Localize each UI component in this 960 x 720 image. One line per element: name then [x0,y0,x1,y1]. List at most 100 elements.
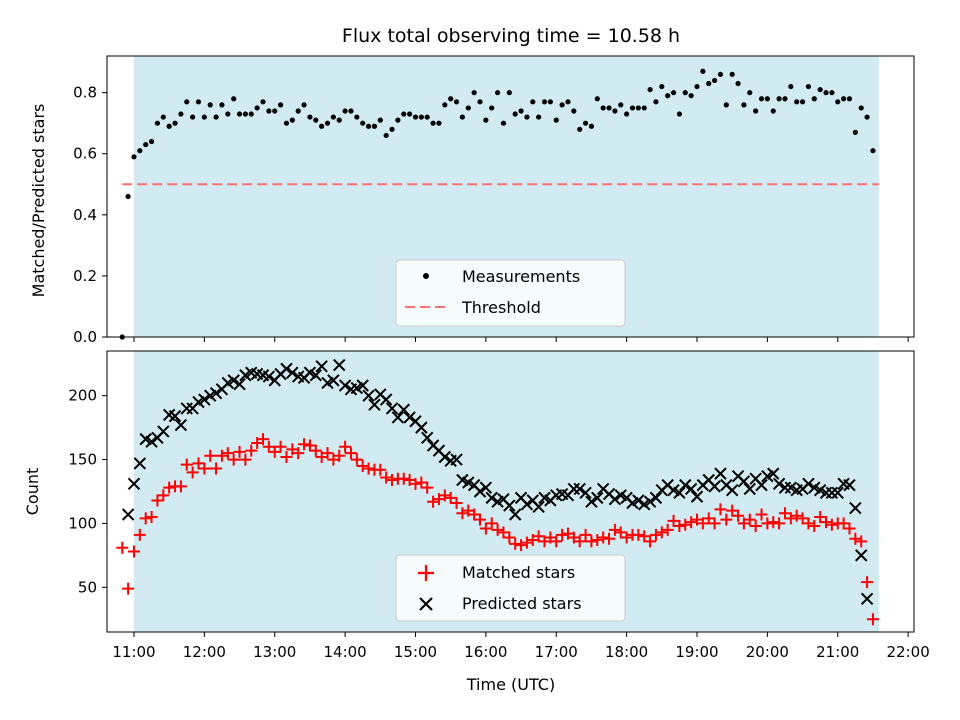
matched-star-point [755,508,768,521]
measurement-point [459,114,466,120]
measurement-point [735,80,741,87]
measurement-point [764,96,770,102]
measurement-point [841,96,847,102]
measurement-point [647,86,653,93]
measurement-points [119,68,876,340]
predicted-star-point [567,482,581,496]
predicted-star-point [327,374,340,387]
predicted-star-point [743,482,756,496]
predicted-star-point [438,450,452,464]
x-tick-label: 16:00 [464,643,507,661]
count-y-tick-label: 100 [68,514,97,532]
measurement-point [670,90,677,96]
measurement-point [711,77,718,84]
predicted-star-point [632,494,645,507]
matched-star-point [386,474,399,487]
predicted-star-point [585,495,598,508]
matched-star-point [491,523,504,536]
measurement-point [342,108,348,114]
measurement-point [307,114,313,120]
measurement-point [213,114,219,120]
measurement-point [547,99,553,105]
matched-star-point [339,440,352,453]
ratio-y-tick-label: 0.0 [73,328,97,346]
predicted-star-point [579,486,592,499]
measurement-point [295,108,301,114]
measurement-point [289,117,295,123]
matched-star-point [790,509,803,522]
measurement-point [782,96,788,102]
matched-star-point [215,449,228,462]
matched-star-point [708,517,721,530]
measurement-point [823,90,829,96]
chart-title: Flux total observing time = 10.58 h [342,25,680,47]
measurement-point [500,120,507,126]
predicted-star-point [849,501,862,515]
matched-star-point [749,519,762,532]
predicted-star-point [737,475,751,488]
measurements-legend-marker [423,273,429,279]
predicted-star-point [855,549,868,562]
measurement-point [653,99,659,105]
matched-star-point [198,462,211,475]
matched-star-points [116,433,879,626]
x-tick-label: 12:00 [183,643,226,661]
x-axis-label: Time (UTC) [466,675,555,694]
matched-star-point [444,491,457,504]
matched-star-point [438,489,451,502]
ratio-y-ticks: 0.0 0.2 0.4 0.6 0.8 [73,84,107,346]
predicted-star-point [356,379,369,392]
predicted-star-point [503,499,516,512]
measurement-point [588,123,595,129]
matched-star-point [450,496,463,509]
matched-star-point [350,453,363,466]
matched-star-point [649,528,662,541]
measurement-point [659,83,665,90]
measurement-point [401,111,407,117]
predicted-star-point [591,491,604,505]
matched-star-point [362,462,375,475]
matched-star-point [344,447,357,460]
matched-star-point [245,444,258,457]
matched-star-point [603,532,616,545]
predicted-star-point [391,411,405,424]
count-panel-frame [106,350,915,633]
measurement-point [612,108,618,114]
measurement-point [747,90,753,96]
predicted-star-point [725,484,739,497]
matched-star-point [825,518,838,531]
matched-star-point [761,517,774,530]
predicted-star-point [778,481,792,494]
matched-star-point [139,512,152,525]
matched-star-point [638,530,651,543]
count-legend: Matched stars Predicted stars [395,554,626,622]
predicted-star-point [649,491,663,505]
measurement-point [395,117,401,123]
predicted-star-point [825,486,839,499]
measurement-point [160,114,166,120]
matched-star-point [673,519,686,532]
count-y-axis-label: Count [23,468,42,516]
matched-star-point [767,516,780,529]
x-tick-label: 20:00 [746,643,789,661]
matched-star-point [820,516,833,529]
matched-star-point [174,480,187,493]
matched-star-point [843,522,856,535]
measurement-point [407,111,413,117]
matched-star-point [861,576,874,589]
count-y-tick-label: 200 [68,387,97,405]
matched-star-point [784,512,797,525]
predicted-star-point [684,482,698,496]
predicted-legend-marker [419,597,433,611]
matched-star-point [597,531,610,544]
matched-star-point [509,537,522,550]
matched-star-point [374,463,387,476]
matched-star-point [157,489,170,502]
x-tick-label: 22:00 [887,643,930,661]
matched-star-point [485,517,498,530]
measurement-point [770,108,776,114]
measurement-point [383,132,389,139]
matched-star-point [303,439,316,452]
measurement-point [858,105,864,111]
measurement-point [324,120,331,126]
